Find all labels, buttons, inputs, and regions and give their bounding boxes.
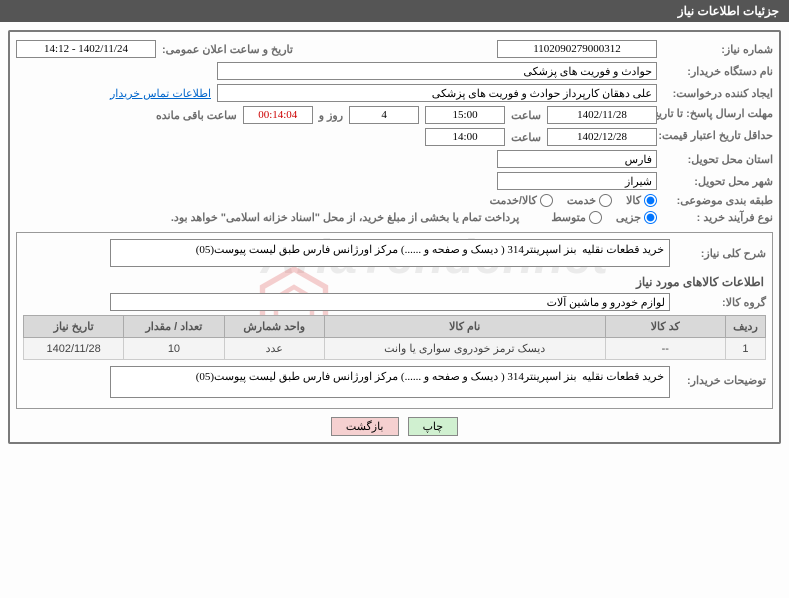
table-header: نام کالا [324, 316, 605, 338]
button-row: چاپ بازگشت [16, 417, 773, 436]
deadline-date-input [547, 106, 657, 124]
row-validity: حداقل تاریخ اعتبار قیمت: تا تاریخ: ساعت [16, 128, 773, 146]
category-radio-group: کالا خدمت کالا/خدمت [490, 194, 657, 207]
goods-table: ردیفکد کالانام کالاواحد شمارشتعداد / مقد… [23, 315, 766, 360]
table-header: ردیف [725, 316, 765, 338]
row-process: نوع فرآیند خرید : جزیی متوسط پرداخت تمام… [16, 211, 773, 224]
radio-partial-input[interactable] [644, 211, 657, 224]
radio-both-input[interactable] [540, 194, 553, 207]
validity-date-input [547, 128, 657, 146]
row-summary: شرح کلی نیاز: [23, 239, 766, 267]
requester-label: ایجاد کننده درخواست: [663, 87, 773, 100]
need-no-input [497, 40, 657, 58]
contact-link[interactable]: اطلاعات تماس خریدار [110, 87, 211, 100]
buyer-input [217, 62, 657, 80]
table-header: تاریخ نیاز [24, 316, 124, 338]
radio-goods[interactable]: کالا [626, 194, 657, 207]
table-cell: عدد [224, 338, 324, 360]
radio-goods-input[interactable] [644, 194, 657, 207]
table-cell: 1 [725, 338, 765, 360]
row-deadline: مهلت ارسال پاسخ: تا تاریخ: ساعت روز و سا… [16, 106, 773, 124]
province-label: استان محل تحویل: [663, 153, 773, 166]
inner-panel: شرح کلی نیاز: اطلاعات کالاهای مورد نیاز … [16, 232, 773, 409]
days-input [349, 106, 419, 124]
row-goods-group: گروه کالا: [23, 293, 766, 311]
process-label: نوع فرآیند خرید : [663, 211, 773, 224]
summary-label: شرح کلی نیاز: [676, 247, 766, 260]
row-requester: ایجاد کننده درخواست: اطلاعات تماس خریدار [16, 84, 773, 102]
days-and-label: روز و [319, 109, 343, 122]
table-cell: -- [605, 338, 725, 360]
remain-label: ساعت باقی مانده [156, 109, 237, 122]
deadline-time-input [425, 106, 505, 124]
row-province: استان محل تحویل: [16, 150, 773, 168]
goods-group-input [110, 293, 670, 311]
countdown-input [243, 106, 313, 124]
table-cell: 10 [124, 338, 224, 360]
radio-service-input[interactable] [599, 194, 612, 207]
row-need-number: شماره نیاز: تاریخ و ساعت اعلان عمومی: [16, 40, 773, 58]
table-cell: 1402/11/28 [24, 338, 124, 360]
table-header: واحد شمارش [224, 316, 324, 338]
table-header: تعداد / مقدار [124, 316, 224, 338]
radio-partial[interactable]: جزیی [616, 211, 657, 224]
category-label: طبقه بندی موضوعی: [663, 194, 773, 207]
table-cell: دیسک ترمز خودروی سواری یا وانت [324, 338, 605, 360]
buyer-desc-label: توضیحات خریدار: [676, 366, 766, 387]
main-panel: شماره نیاز: تاریخ و ساعت اعلان عمومی: نا… [8, 30, 781, 444]
city-label: شهر محل تحویل: [663, 175, 773, 188]
process-radio-group: جزیی متوسط [551, 211, 657, 224]
city-input [497, 172, 657, 190]
goods-section-title: اطلاعات کالاهای مورد نیاز [25, 275, 764, 289]
back-button[interactable]: بازگشت [331, 417, 399, 436]
need-no-label: شماره نیاز: [663, 43, 773, 56]
radio-medium-input[interactable] [589, 211, 602, 224]
header-title: جزئیات اطلاعات نیاز [678, 4, 779, 18]
row-category: طبقه بندی موضوعی: کالا خدمت کالا/خدمت [16, 194, 773, 207]
payment-note: پرداخت تمام یا بخشی از مبلغ خرید، از محل… [171, 211, 519, 224]
goods-group-label: گروه کالا: [676, 296, 766, 309]
announce-label: تاریخ و ساعت اعلان عمومی: [162, 43, 293, 56]
buyer-label: نام دستگاه خریدار: [663, 65, 773, 78]
province-input [497, 150, 657, 168]
print-button[interactable]: چاپ [408, 417, 459, 436]
radio-service[interactable]: خدمت [567, 194, 612, 207]
radio-both[interactable]: کالا/خدمت [490, 194, 553, 207]
deadline-label: مهلت ارسال پاسخ: تا تاریخ: [663, 108, 773, 121]
announce-input [16, 40, 156, 58]
row-buyer: نام دستگاه خریدار: [16, 62, 773, 80]
row-buyer-desc: توضیحات خریدار: [23, 366, 766, 398]
buyer-desc-textarea[interactable] [110, 366, 670, 398]
table-header: کد کالا [605, 316, 725, 338]
table-row: 1--دیسک ترمز خودروی سواری یا وانتعدد1014… [24, 338, 766, 360]
radio-medium[interactable]: متوسط [551, 211, 602, 224]
row-city: شهر محل تحویل: [16, 172, 773, 190]
time-label-1: ساعت [511, 109, 541, 122]
header-bar: جزئیات اطلاعات نیاز [0, 0, 789, 22]
validity-time-input [425, 128, 505, 146]
time-label-2: ساعت [511, 131, 541, 144]
requester-input [217, 84, 657, 102]
validity-label: حداقل تاریخ اعتبار قیمت: تا تاریخ: [663, 130, 773, 143]
summary-textarea[interactable] [110, 239, 670, 267]
